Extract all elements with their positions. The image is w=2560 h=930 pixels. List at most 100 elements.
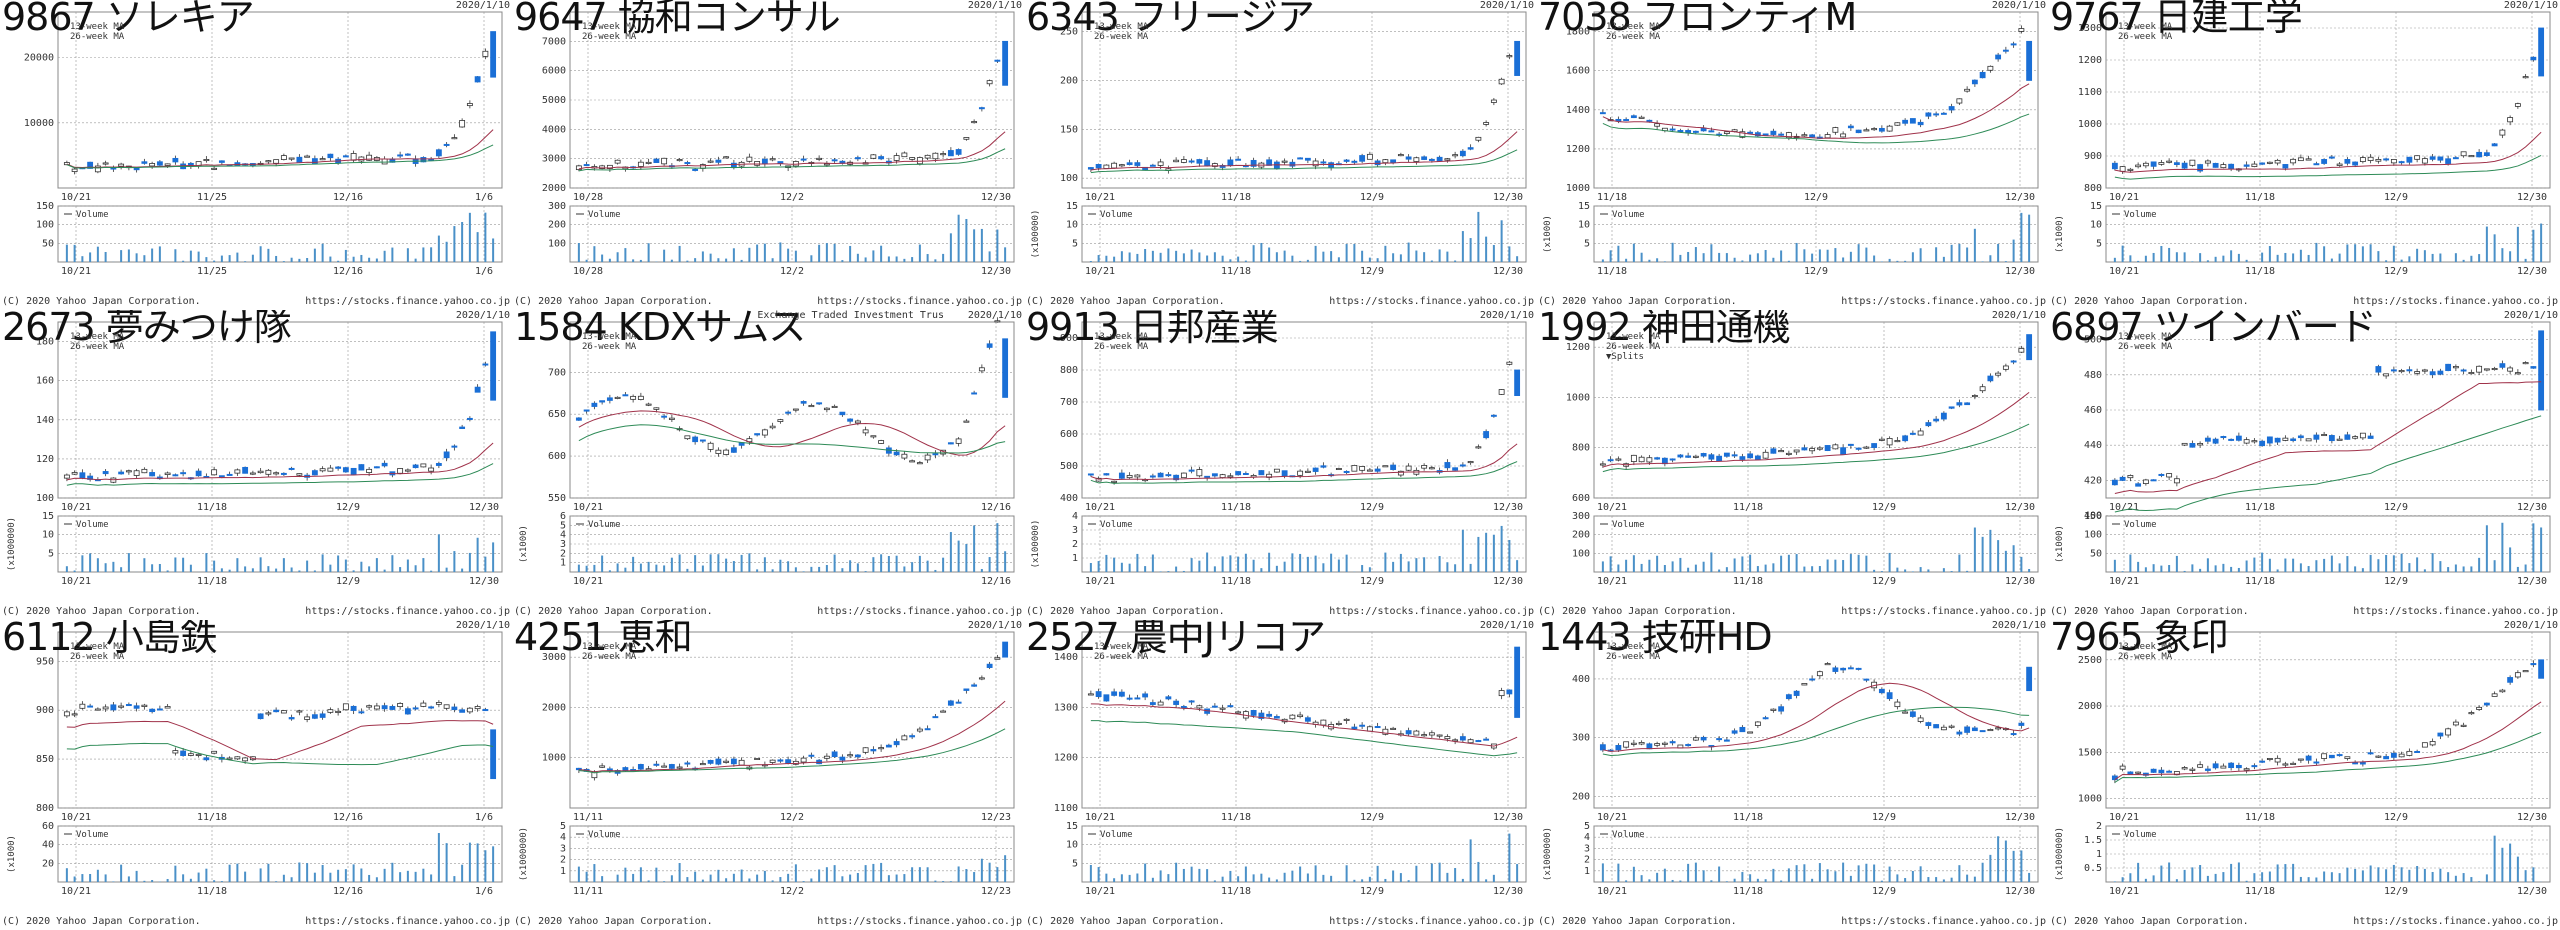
source-url[interactable]: https://stocks.finance.yahoo.co.jp	[817, 296, 1022, 307]
candle	[1390, 464, 1397, 470]
volume-tick-label: 50	[2090, 548, 2102, 559]
candle	[1731, 454, 1738, 457]
candle	[940, 710, 947, 713]
source-url[interactable]: https://stocks.finance.yahoo.co.jp	[1329, 296, 1534, 307]
candle	[994, 320, 1001, 323]
volume-bar	[2346, 867, 2349, 882]
volume-bar	[1120, 562, 1123, 572]
source-url[interactable]: https://stocks.finance.yahoo.co.jp	[305, 916, 510, 927]
volume-bar	[1399, 254, 1402, 262]
candle	[242, 466, 249, 474]
volume-bar	[2284, 558, 2287, 572]
volume-bar	[1330, 553, 1333, 572]
volume-bar	[1392, 561, 1395, 572]
candle	[1762, 717, 1769, 720]
candle	[955, 149, 962, 155]
volume-bar	[996, 867, 999, 882]
candle	[443, 704, 450, 709]
candle	[963, 688, 970, 691]
volume-bar	[1221, 876, 1224, 882]
candle	[1227, 475, 1234, 478]
source-url[interactable]: https://stocks.finance.yahoo.co.jp	[817, 916, 1022, 927]
source-url[interactable]: https://stocks.finance.yahoo.co.jp	[1329, 916, 1534, 927]
candle	[1165, 696, 1172, 700]
volume-bar	[2276, 254, 2279, 262]
y-tick-label: 1000	[1566, 392, 1590, 403]
ma-legend: 13-week MA 26-week MA	[1094, 332, 1149, 352]
candle	[2142, 479, 2149, 485]
volume-bar	[2447, 567, 2450, 572]
candle	[1188, 469, 1195, 472]
x-tick-label: 12/30	[1493, 576, 1523, 587]
candle	[1413, 157, 1420, 162]
source-url[interactable]: https://stocks.finance.yahoo.co.jp	[817, 606, 1022, 617]
candle	[1188, 700, 1195, 703]
volume-bar	[1260, 568, 1263, 572]
volume-bar	[2524, 564, 2527, 572]
volume-bar	[492, 238, 495, 262]
candle	[2127, 168, 2134, 171]
candle	[2243, 768, 2250, 771]
volume-bar	[2276, 569, 2279, 572]
volume-bar	[810, 255, 813, 262]
candle	[164, 706, 171, 709]
volume-bar	[1640, 252, 1643, 262]
source-url[interactable]: https://stocks.finance.yahoo.co.jp	[1841, 296, 2046, 307]
volume-bar	[2346, 556, 2349, 572]
volume-bar	[1919, 866, 1922, 882]
volume-bar	[166, 878, 169, 882]
candle	[319, 158, 326, 161]
volume-bar	[903, 258, 906, 262]
volume-bar	[818, 244, 821, 262]
volume-bar	[585, 565, 588, 572]
volume-bar	[1632, 243, 1635, 262]
source-url[interactable]: https://stocks.finance.yahoo.co.jp	[305, 296, 510, 307]
candle	[2352, 762, 2359, 765]
price-frame	[2105, 631, 2551, 809]
volume-bar	[2462, 566, 2465, 572]
volume-bar	[2454, 564, 2457, 572]
source-url[interactable]: https://stocks.finance.yahoo.co.jp	[305, 606, 510, 617]
candle	[350, 705, 357, 711]
x-tick-label: 12/16	[333, 192, 363, 203]
volume-bar	[616, 563, 619, 572]
candle	[723, 449, 730, 455]
candle	[451, 137, 458, 140]
candle	[1095, 691, 1102, 697]
volume-bar	[236, 252, 239, 262]
candle	[2259, 760, 2266, 763]
candle	[2002, 49, 2009, 52]
source-url[interactable]: https://stocks.finance.yahoo.co.jp	[1841, 916, 2046, 927]
source-url[interactable]: https://stocks.finance.yahoo.co.jp	[2353, 606, 2558, 617]
source-url[interactable]: https://stocks.finance.yahoo.co.jp	[2353, 296, 2558, 307]
volume-bar	[1516, 560, 1519, 572]
source-url[interactable]: https://stocks.finance.yahoo.co.jp	[2353, 916, 2558, 927]
volume-bar	[2168, 862, 2171, 882]
candle	[2135, 483, 2142, 487]
x-tick-label: 12/9	[1872, 812, 1896, 823]
volume-bar	[251, 254, 254, 262]
volume-bar	[1811, 878, 1814, 882]
candle	[2437, 732, 2444, 737]
source-url[interactable]: https://stocks.finance.yahoo.co.jp	[1841, 606, 2046, 617]
candle	[133, 470, 140, 476]
volume-bar	[1252, 874, 1255, 882]
volume-bar	[244, 871, 247, 882]
volume-bar	[213, 880, 216, 882]
volume-bar	[639, 563, 642, 572]
candle	[1273, 716, 1280, 719]
volume-bar	[1648, 559, 1651, 572]
candle	[2507, 367, 2514, 372]
candle	[1855, 129, 1862, 134]
source-url[interactable]: https://stocks.finance.yahoo.co.jp	[1329, 606, 1534, 617]
volume-bar	[2439, 868, 2442, 882]
volume-bar	[1485, 532, 1488, 572]
volume-bar	[2478, 881, 2481, 882]
candle	[2499, 129, 2506, 136]
candle	[754, 161, 761, 166]
volume-bar	[1772, 868, 1775, 882]
candle	[1149, 702, 1156, 705]
candle	[1878, 688, 1885, 694]
volume-bar	[1803, 566, 1806, 572]
candle	[2119, 765, 2126, 770]
